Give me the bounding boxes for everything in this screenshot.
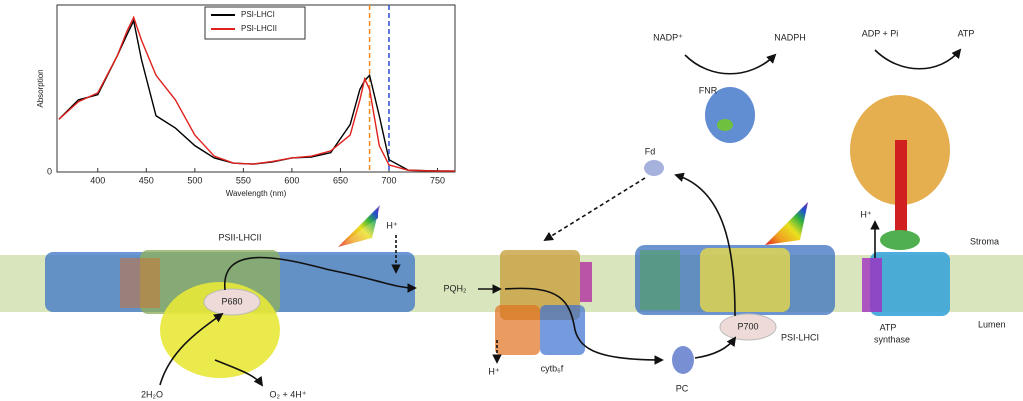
x-tick-label: 600 <box>284 175 299 185</box>
x-tick-label: 750 <box>430 175 445 185</box>
label: ADP + Pi <box>862 28 899 38</box>
label: PSII-LHCII <box>218 232 261 242</box>
y-axis-label: Absorption <box>36 69 45 107</box>
y-tick-label: 0 <box>47 166 52 176</box>
label: PSI-LHCI <box>781 332 819 342</box>
fd <box>644 160 664 176</box>
label: P680 <box>221 296 242 306</box>
x-tick-label: 550 <box>236 175 251 185</box>
x-tick-label: 650 <box>333 175 348 185</box>
label: NADPH <box>774 32 806 42</box>
label: P700 <box>737 321 758 331</box>
label: O₂ + 4H⁺ <box>269 389 306 399</box>
x-axis-label: Wavelength (nm) <box>226 189 287 198</box>
light-icon <box>338 205 380 247</box>
cyt-complex <box>495 250 592 355</box>
label: NADP⁺ <box>653 32 683 42</box>
series-line <box>58 15 455 172</box>
label: H⁺ <box>860 209 871 219</box>
psi-complex <box>635 245 835 315</box>
label: Lumen <box>978 319 1006 329</box>
x-tick-label: 450 <box>139 175 154 185</box>
label: H⁺ <box>488 366 499 376</box>
x-tick-label: 700 <box>381 175 396 185</box>
label: ATP <box>958 28 975 38</box>
atp-synthase <box>850 95 950 316</box>
fnr <box>705 87 755 143</box>
legend-label: PSI-LHCII <box>241 24 277 33</box>
label: PC <box>676 383 689 393</box>
x-tick-label: 400 <box>90 175 105 185</box>
light-icon <box>765 202 808 245</box>
pc <box>672 346 694 374</box>
label: Stroma <box>970 236 999 246</box>
label: synthase <box>874 334 910 344</box>
p700-node <box>719 313 777 341</box>
legend-box <box>204 6 306 40</box>
legend-label: PSI-LHCI <box>241 10 275 19</box>
arrows <box>159 48 962 387</box>
absorption-chart: 400 450 500 550 600 650 700 750 0 Wavelength (nm)… <box>36 4 456 198</box>
label: Fd <box>645 146 656 156</box>
label: PQH₂ <box>444 283 468 293</box>
label: FNR <box>699 85 718 95</box>
label: H⁺ <box>386 220 397 230</box>
label: 2H₂O <box>141 389 163 399</box>
label: cytb₆f <box>541 363 564 373</box>
p680-node <box>203 288 261 316</box>
label: ATP <box>880 322 897 332</box>
x-tick-label: 500 <box>187 175 202 185</box>
